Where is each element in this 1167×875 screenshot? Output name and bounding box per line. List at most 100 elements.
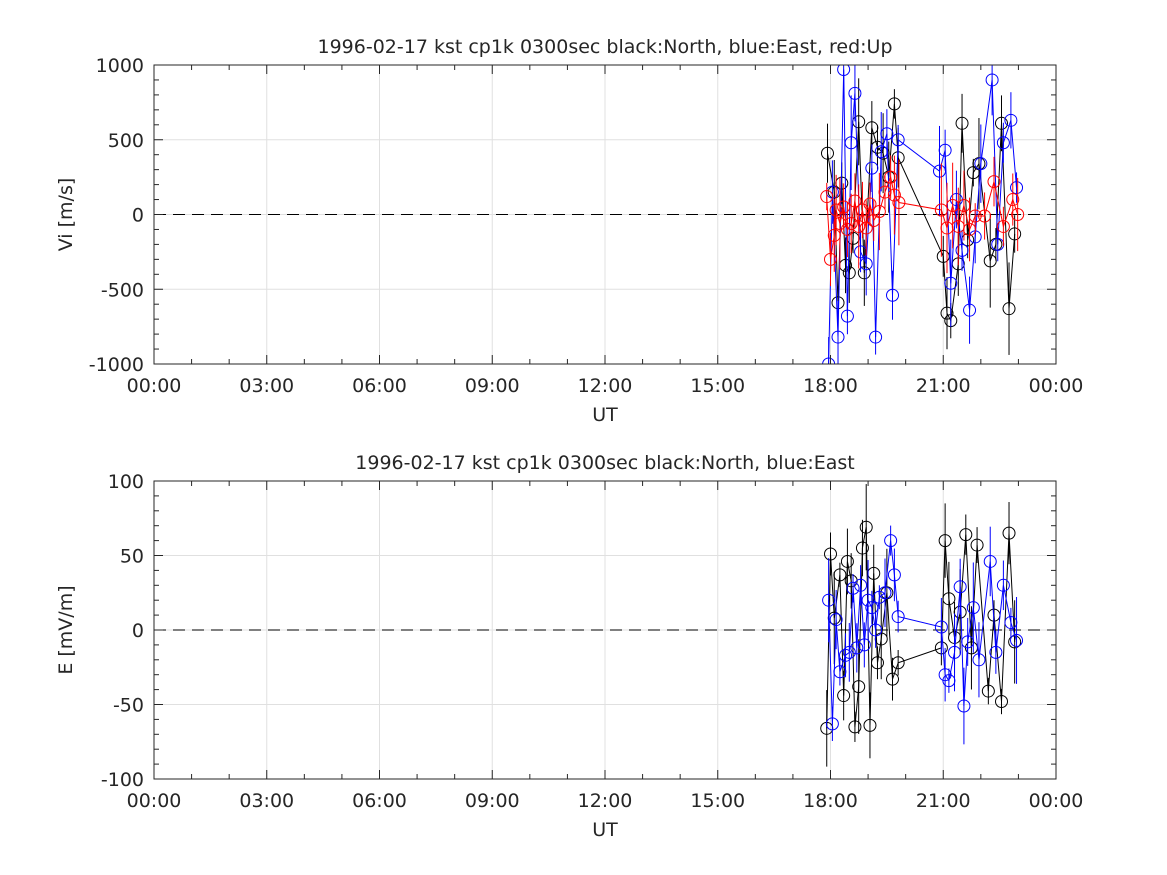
data-point (859, 520, 873, 534)
data-point (1011, 208, 1025, 221)
data-point (934, 620, 948, 634)
data-point (987, 175, 1001, 189)
data-point (869, 623, 883, 637)
data-point (974, 157, 988, 171)
x-tick-label: 03:00 (239, 375, 294, 397)
data-point (822, 593, 836, 607)
data-point (953, 580, 967, 594)
data-point (850, 641, 864, 655)
data-point (940, 306, 954, 320)
x-tick-label: 18:00 (803, 790, 858, 812)
data-point (1008, 227, 1022, 241)
data-point (948, 645, 962, 659)
data-point (891, 610, 905, 624)
series-group (820, 484, 1024, 767)
y-tick-label: 0 (132, 205, 144, 227)
data-point (887, 568, 901, 582)
data-point (852, 219, 866, 233)
data-point (978, 209, 992, 223)
data-point (970, 538, 984, 552)
series-up (820, 155, 1025, 287)
data-point (848, 86, 862, 100)
data-point (878, 586, 892, 600)
x-axis-label: UT (592, 404, 618, 426)
data-point (995, 695, 1009, 709)
data-point (942, 592, 956, 606)
data-point (844, 216, 858, 230)
vi-velocity-panel: 00:00 03:00 06:00 09:00 12:00 15:00 18:00 21:00… (55, 36, 1083, 426)
data-point (996, 219, 1010, 233)
data-point (1010, 633, 1024, 647)
data-point (983, 554, 997, 568)
data-point (989, 645, 1003, 659)
data-point (824, 252, 837, 266)
data-point (1010, 181, 1024, 195)
x-axis-label: UT (592, 819, 618, 841)
x-tick-label: 09:00 (465, 790, 520, 812)
series-north (820, 484, 1022, 767)
x-tick-label: 18:00 (803, 375, 858, 397)
data-point (839, 648, 853, 662)
data-point (837, 65, 851, 76)
data-point (955, 243, 969, 257)
data-point (1002, 526, 1016, 540)
data-point (848, 720, 862, 734)
data-point (891, 133, 905, 147)
data-point (884, 534, 898, 548)
data-point (865, 161, 879, 175)
data-point (934, 203, 948, 217)
data-point (874, 145, 888, 159)
data-point (857, 638, 871, 652)
series-line-north (826, 527, 1016, 729)
chart-title: 1996-02-17 kst cp1k 0300sec black:North,… (317, 36, 892, 58)
data-point (996, 136, 1010, 150)
series-east (822, 525, 1024, 745)
data-point (946, 199, 960, 213)
data-point (996, 578, 1010, 592)
data-point (863, 197, 877, 211)
data-point (995, 116, 1009, 130)
data-point (846, 581, 860, 595)
y-axis-label: Vi [m/s] (55, 178, 77, 252)
y-axis-label: E [mV/m] (55, 585, 77, 674)
data-point (886, 672, 900, 686)
x-tick-label: 21:00 (916, 375, 971, 397)
y-tick-label: 500 (108, 130, 144, 152)
x-tick-label: 00:00 (127, 375, 182, 397)
data-point (961, 635, 975, 649)
y-tick-label: 0 (132, 620, 144, 642)
data-point (944, 276, 958, 290)
data-point (844, 136, 858, 150)
data-point (1002, 302, 1016, 316)
x-tick-label: 00:00 (1029, 790, 1084, 812)
data-point (857, 266, 871, 280)
data-point (963, 303, 977, 317)
x-tick-label: 06:00 (352, 790, 407, 812)
data-point (840, 309, 854, 323)
data-point (981, 684, 995, 698)
data-point (968, 209, 982, 223)
data-point (869, 330, 883, 344)
data-point (878, 185, 892, 199)
data-point (870, 656, 884, 670)
data-point (852, 680, 866, 694)
data-point (887, 188, 901, 202)
data-point (892, 196, 906, 210)
data-point (824, 547, 837, 561)
y-tick-label: 100 (108, 471, 144, 493)
x-tick-label: 15:00 (690, 790, 745, 812)
data-point (957, 699, 971, 713)
data-point (966, 601, 980, 615)
data-point (865, 121, 879, 135)
series-line-up (826, 175, 1019, 260)
data-point (959, 528, 973, 542)
y-tick-label: -50 (113, 695, 144, 717)
y-tick-label: 1000 (96, 55, 144, 77)
y-tick-label: -500 (101, 279, 144, 301)
data-point (829, 203, 843, 217)
series-line-east (828, 540, 1017, 724)
data-point (1004, 616, 1018, 630)
data-point (955, 116, 969, 130)
data-point (1004, 113, 1018, 127)
